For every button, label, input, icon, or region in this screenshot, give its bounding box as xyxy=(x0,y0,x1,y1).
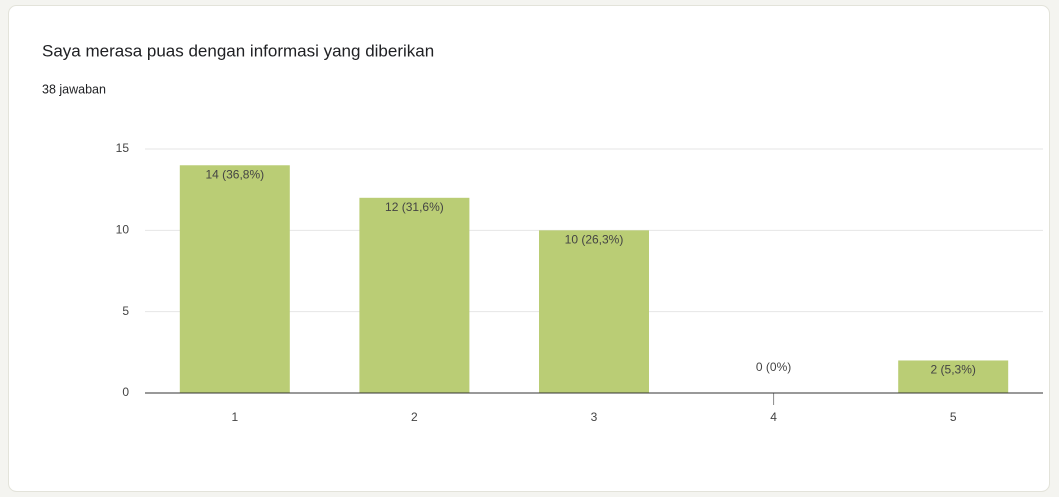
x-tick-label: 2 xyxy=(411,410,418,424)
y-tick-label: 0 xyxy=(122,385,129,399)
chart-subtitle: 38 jawaban xyxy=(42,82,106,96)
bar xyxy=(539,230,649,393)
card xyxy=(8,5,1050,492)
value-label: 14 (36,8%) xyxy=(205,167,264,181)
value-label: 0 (0%) xyxy=(756,360,791,374)
chart-title: Saya merasa puas dengan informasi yang d… xyxy=(42,41,434,60)
y-tick-label: 10 xyxy=(116,223,130,237)
bar xyxy=(359,197,470,393)
bar xyxy=(179,165,290,393)
value-label: 2 (5,3%) xyxy=(931,363,976,377)
x-tick-label: 3 xyxy=(591,410,598,424)
y-tick-label: 5 xyxy=(122,304,129,318)
x-tick-label: 4 xyxy=(770,410,777,424)
x-tick-label: 5 xyxy=(950,410,957,424)
x-tick-label: 1 xyxy=(231,410,238,424)
value-label: 12 (31,6%) xyxy=(385,200,444,214)
bar xyxy=(898,360,1009,393)
value-label: 10 (26,3%) xyxy=(565,233,624,247)
y-tick-label: 15 xyxy=(116,141,130,155)
